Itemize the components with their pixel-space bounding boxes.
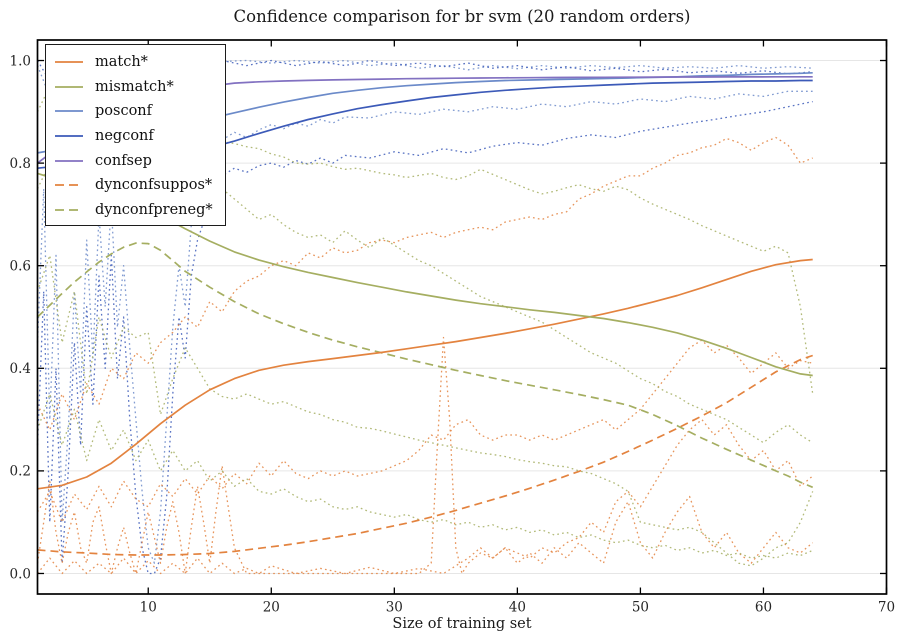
y-tick-label: 0.4 bbox=[10, 361, 31, 377]
x-tick-label: 60 bbox=[755, 600, 772, 616]
y-tick-label: 0.6 bbox=[10, 259, 31, 275]
series-line-negconf-min bbox=[36, 100, 813, 575]
legend-box: match* mismatch* posconf negconf confsep… bbox=[45, 44, 226, 226]
legend-item-dynconfpreneg: dynconfpreneg* bbox=[46, 198, 225, 223]
series-line-match-max bbox=[36, 136, 813, 431]
legend-label: match* bbox=[95, 54, 148, 71]
x-tick-label: 50 bbox=[632, 600, 649, 616]
legend-line-sample bbox=[55, 208, 83, 211]
series-line-posconf-max bbox=[36, 59, 813, 98]
legend-label: dynconfpreneg* bbox=[95, 201, 213, 218]
x-tick-label: 30 bbox=[386, 600, 403, 616]
series-line-dynconfpreneg bbox=[36, 242, 814, 489]
y-tick-label: 0.0 bbox=[10, 566, 31, 582]
legend-line-sample bbox=[55, 159, 83, 162]
legend-label: negconf bbox=[95, 128, 154, 145]
x-tick-label: 40 bbox=[509, 600, 526, 616]
x-tick-label: 20 bbox=[263, 600, 280, 616]
series-line-posconf-min bbox=[36, 90, 813, 564]
legend-item-posconf: posconf bbox=[46, 99, 225, 124]
series-line-negconf bbox=[37, 79, 813, 170]
legend-line-sample bbox=[55, 184, 83, 187]
series-line-dynconfpreneg-max bbox=[36, 75, 814, 444]
legend-item-confsep: confsep bbox=[46, 148, 225, 173]
legend-label: posconf bbox=[95, 103, 153, 120]
series-line-dynconfsuppos-min bbox=[36, 495, 814, 575]
legend-item-dynconfsuppos: dynconfsuppos* bbox=[46, 173, 225, 198]
series-line-mismatch-min bbox=[36, 254, 814, 567]
legend-item-match: match* bbox=[46, 50, 225, 75]
y-tick-label: 1.0 bbox=[10, 53, 31, 69]
series-line-dynconfpreneg-min bbox=[36, 393, 813, 559]
legend-line-sample bbox=[55, 110, 83, 113]
series-line-match-min bbox=[36, 336, 814, 575]
series-line-dynconfsuppos bbox=[37, 354, 813, 556]
y-tick-label: 0.8 bbox=[10, 156, 31, 172]
legend-label: confsep bbox=[95, 152, 152, 169]
legend-line-sample bbox=[55, 61, 83, 64]
legend-line-sample bbox=[55, 85, 83, 88]
x-tick-label: 70 bbox=[878, 600, 895, 616]
x-axis-label: Size of training set bbox=[392, 616, 532, 632]
legend-line-sample bbox=[55, 135, 83, 137]
legend-item-mismatch: mismatch* bbox=[46, 75, 225, 100]
series-line-negconf-max bbox=[36, 59, 813, 113]
chart-title: Confidence comparison for br svm (20 ran… bbox=[233, 7, 691, 26]
series-line-confsep bbox=[36, 75, 813, 164]
series-line-match bbox=[37, 258, 813, 490]
y-tick-label: 0.2 bbox=[10, 464, 31, 480]
legend-label: mismatch* bbox=[95, 78, 174, 95]
legend-label: dynconfsuppos* bbox=[95, 177, 213, 194]
legend-item-negconf: negconf bbox=[46, 124, 225, 149]
plot-border bbox=[36, 39, 888, 595]
x-tick-label: 10 bbox=[140, 600, 157, 616]
